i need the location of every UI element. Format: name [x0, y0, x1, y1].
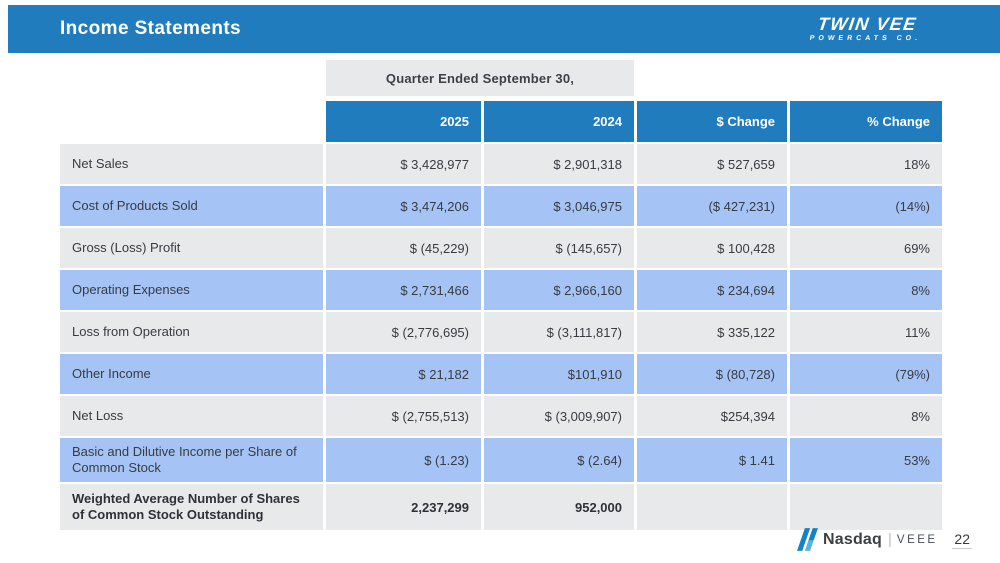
value-dollar-change: $ (80,728) — [637, 354, 787, 394]
value-dollar-change: $254,394 — [637, 396, 787, 436]
value-2025: $ 21,182 — [326, 354, 481, 394]
row-label: Loss from Operation — [60, 312, 323, 352]
income-statements-table: Quarter Ended September 30, 2025 2024 $ … — [60, 60, 942, 530]
table-row-weighted-average-shares: Weighted Average Number of Shares of Com… — [60, 484, 942, 530]
column-header-percent-change: % Change — [790, 101, 942, 142]
value-dollar-change: $ 234,694 — [637, 270, 787, 310]
value-2024: $ (3,111,817) — [484, 312, 634, 352]
value-2025: $ 3,474,206 — [326, 186, 481, 226]
value-2024: $ (145,657) — [484, 228, 634, 268]
table-header-row: 2025 2024 $ Change % Change — [60, 101, 942, 142]
table-row-net-sales: Net Sales $ 3,428,977 $ 2,901,318 $ 527,… — [60, 144, 942, 184]
value-2024: $ (2.64) — [484, 438, 634, 482]
value-2024: $101,910 — [484, 354, 634, 394]
table-row-other-income: Other Income $ 21,182 $101,910 $ (80,728… — [60, 354, 942, 394]
column-header-dollar-change: $ Change — [637, 101, 787, 142]
value-2024: $ 2,901,318 — [484, 144, 634, 184]
row-label: Gross (Loss) Profit — [60, 228, 323, 268]
column-header-2025: 2025 — [326, 101, 481, 142]
logo-wordmark: TWIN VEE — [816, 14, 918, 34]
logo-subtitle: POWERCATS CO. — [808, 35, 922, 42]
header-spacer — [60, 101, 323, 142]
page-title: Income Statements — [60, 18, 242, 39]
row-label: Basic and Dilutive Income per Share of C… — [60, 438, 323, 482]
value-percent-change: (14%) — [790, 186, 942, 226]
row-label: Net Sales — [60, 144, 323, 184]
value-dollar-change: $ 527,659 — [637, 144, 787, 184]
nasdaq-footer: Nasdaq | VEEE — [797, 528, 938, 551]
value-2024: $ 2,966,160 — [484, 270, 634, 310]
nasdaq-icon — [797, 528, 818, 551]
table-row-gross-loss-profit: Gross (Loss) Profit $ (45,229) $ (145,65… — [60, 228, 942, 268]
row-label: Weighted Average Number of Shares of Com… — [60, 484, 323, 530]
table-row-net-loss: Net Loss $ (2,755,513) $ (3,009,907) $25… — [60, 396, 942, 436]
value-dollar-change: $ 1.41 — [637, 438, 787, 482]
table-span-header: Quarter Ended September 30, — [326, 60, 634, 96]
ticker-label: VEEE — [896, 533, 938, 546]
value-2024: $ (3,009,907) — [484, 396, 634, 436]
value-percent-change: 53% — [790, 438, 942, 482]
value-2025: 2,237,299 — [326, 484, 481, 530]
column-header-2024: 2024 — [484, 101, 634, 142]
value-2024: 952,000 — [484, 484, 634, 530]
value-2025: $ (45,229) — [326, 228, 481, 268]
page-number: 22 — [952, 531, 972, 549]
row-label: Net Loss — [60, 396, 323, 436]
table-row-cost-of-products-sold: Cost of Products Sold $ 3,474,206 $ 3,04… — [60, 186, 942, 226]
value-dollar-change: $ 335,122 — [637, 312, 787, 352]
footer-divider: | — [888, 531, 892, 548]
value-percent-change: 18% — [790, 144, 942, 184]
value-percent-change — [790, 484, 942, 530]
value-dollar-change: $ 100,428 — [637, 228, 787, 268]
value-percent-change: 11% — [790, 312, 942, 352]
value-2025: $ 2,731,466 — [326, 270, 481, 310]
value-2025: $ (2,776,695) — [326, 312, 481, 352]
value-dollar-change — [637, 484, 787, 530]
row-label: Other Income — [60, 354, 323, 394]
table-row-operating-expenses: Operating Expenses $ 2,731,466 $ 2,966,1… — [60, 270, 942, 310]
value-percent-change: 8% — [790, 396, 942, 436]
twin-vee-logo: TWIN VEE POWERCATS CO. — [808, 14, 924, 43]
value-2024: $ 3,046,975 — [484, 186, 634, 226]
row-label: Cost of Products Sold — [60, 186, 323, 226]
value-2025: $ 3,428,977 — [326, 144, 481, 184]
value-percent-change: 69% — [790, 228, 942, 268]
table-row-income-per-share: Basic and Dilutive Income per Share of C… — [60, 438, 942, 482]
value-2025: $ (1.23) — [326, 438, 481, 482]
table-row-loss-from-operation: Loss from Operation $ (2,776,695) $ (3,1… — [60, 312, 942, 352]
value-percent-change: (79%) — [790, 354, 942, 394]
value-2025: $ (2,755,513) — [326, 396, 481, 436]
nasdaq-label: Nasdaq — [823, 530, 882, 548]
title-bar: Income Statements TWIN VEE POWERCATS CO. — [8, 5, 1000, 53]
row-label: Operating Expenses — [60, 270, 323, 310]
value-dollar-change: ($ 427,231) — [637, 186, 787, 226]
value-percent-change: 8% — [790, 270, 942, 310]
